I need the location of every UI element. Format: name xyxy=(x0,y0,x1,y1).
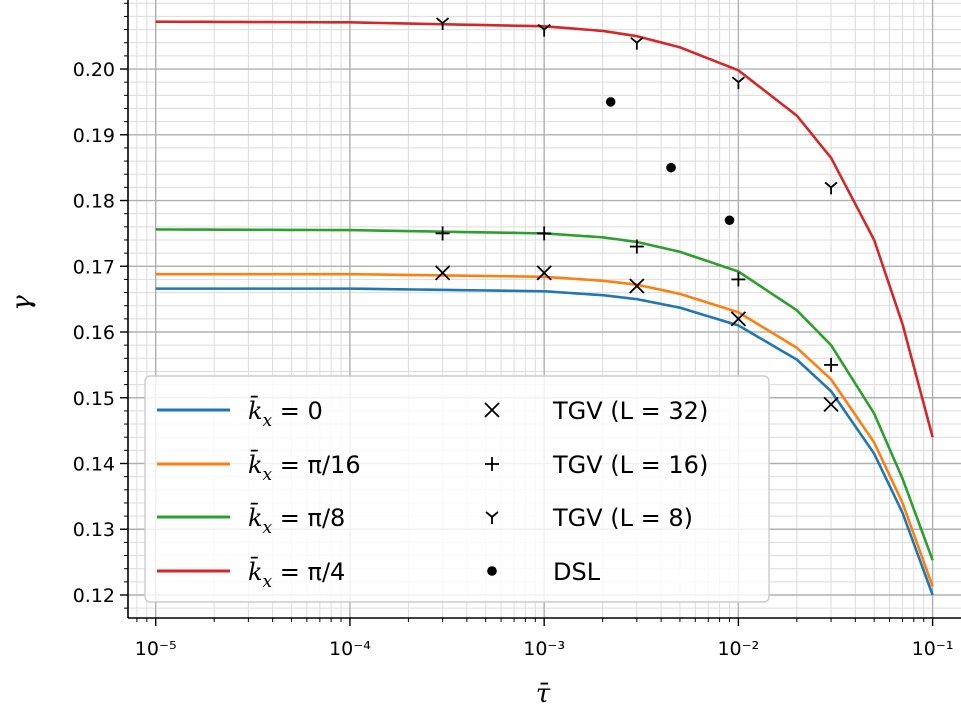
series-line xyxy=(155,228,934,561)
y-tick-label: 0.14 xyxy=(73,454,115,476)
series-lines xyxy=(155,20,934,596)
marker-point xyxy=(537,23,551,37)
marker-point xyxy=(605,97,616,107)
y-tick-label: 0.13 xyxy=(73,519,115,541)
legend: k̄x = 0 k̄x = π/16 k̄x = π/8 k̄x = π/4 TGV (… xyxy=(144,375,770,603)
marker-point xyxy=(731,272,746,287)
y-tick-label: 0.15 xyxy=(73,388,115,410)
marker-point xyxy=(630,37,644,50)
x-tick-label: 10⁻¹ xyxy=(912,638,954,660)
legend-marker-handle xyxy=(485,457,499,471)
marker-point xyxy=(629,278,645,294)
legend-label: TGV (L = 8) xyxy=(552,504,693,532)
legend-label: k̄x = π/16 xyxy=(248,450,361,485)
y-axis-ticks: 0.12 0.13 0.14 0.15 0.16 0.17 0.18 0.19 0.20 xyxy=(73,2,128,609)
x-tick-label: 10⁻³ xyxy=(523,638,565,660)
y-axis-label: γ xyxy=(7,295,37,311)
legend-marker-handle xyxy=(484,402,500,418)
marker-point xyxy=(824,181,838,195)
marker-point xyxy=(731,76,745,90)
y-tick-label: 0.18 xyxy=(73,191,115,213)
x-tick-label: 10⁻² xyxy=(717,638,759,660)
series-line xyxy=(155,272,934,587)
marker-point xyxy=(823,396,839,412)
legend-label: k̄x = 0 xyxy=(248,396,323,431)
legend-label: k̄x = π/8 xyxy=(248,503,345,538)
marker-point xyxy=(629,239,644,254)
marker-point xyxy=(536,265,552,281)
y-tick-label: 0.16 xyxy=(73,322,115,344)
x-axis-label: τ̄ xyxy=(536,679,551,709)
legend-marker-handle xyxy=(485,511,499,524)
y-tick-label: 0.12 xyxy=(73,585,115,607)
y-tick-label: 0.17 xyxy=(73,256,115,278)
x-tick-label: 10⁻⁴ xyxy=(329,638,371,660)
marker-point xyxy=(730,311,747,327)
marker-points xyxy=(434,17,839,412)
legend-marker-handle xyxy=(487,566,497,576)
legend-label: TGV (L = 32) xyxy=(552,397,708,425)
legend-label: DSL xyxy=(553,558,601,586)
legend-label: TGV (L = 16) xyxy=(552,451,708,479)
legend-label: k̄x = π/4 xyxy=(248,557,345,592)
series-line xyxy=(155,287,934,596)
marker-point xyxy=(666,162,676,173)
marker-point xyxy=(824,357,839,372)
marker-point xyxy=(724,215,735,226)
series-line xyxy=(155,20,934,438)
y-tick-label: 0.19 xyxy=(73,125,115,147)
legend-frame xyxy=(144,375,770,603)
marker-point xyxy=(436,17,450,31)
marker-point xyxy=(435,226,450,241)
x-tick-label: 10⁻⁵ xyxy=(135,638,177,660)
x-axis-ticks: 10⁻⁵ 10⁻⁴ 10⁻³ 10⁻² 10⁻¹ xyxy=(135,618,954,660)
y-tick-label: 0.20 xyxy=(73,59,115,81)
marker-point xyxy=(537,226,552,241)
marker-point xyxy=(434,265,451,281)
